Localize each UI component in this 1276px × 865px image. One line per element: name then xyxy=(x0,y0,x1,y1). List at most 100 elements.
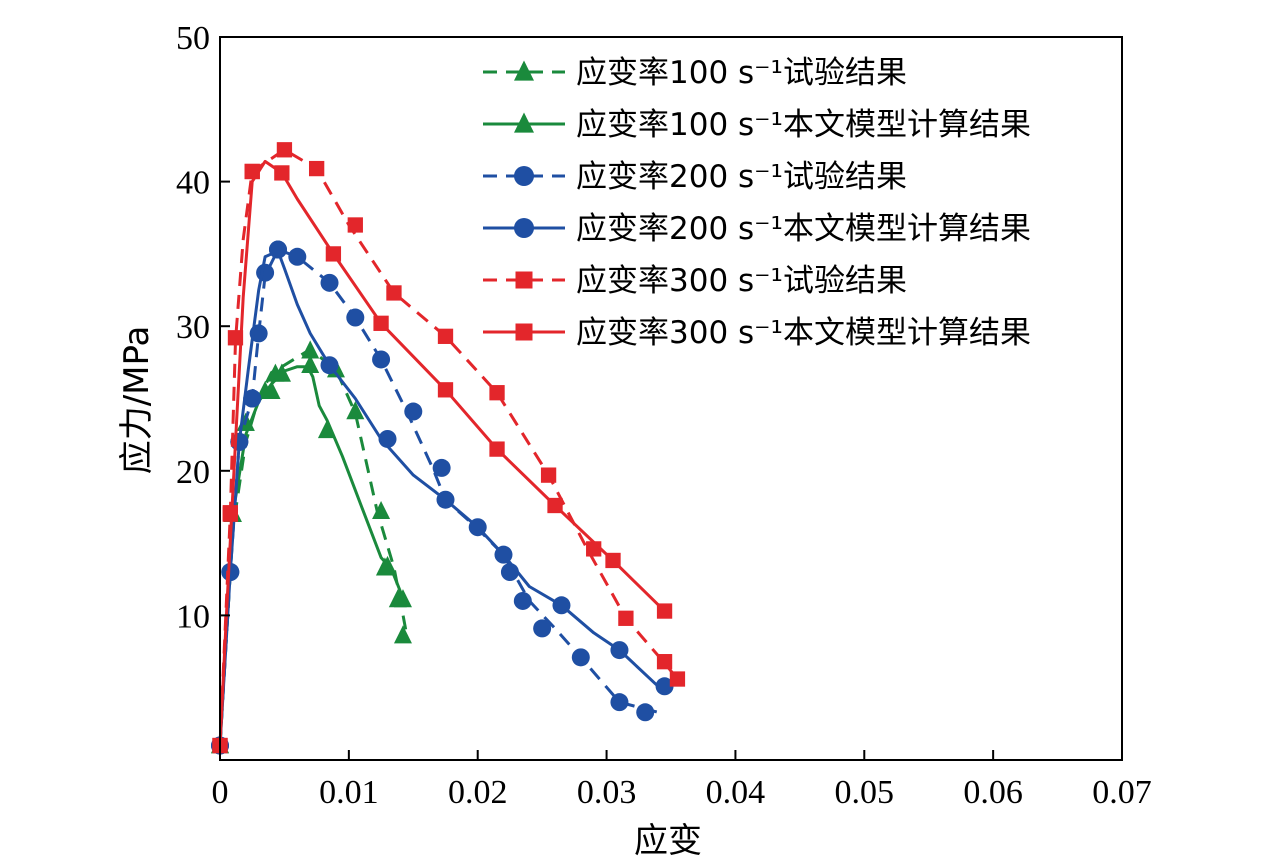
data-point xyxy=(256,263,275,282)
data-point xyxy=(552,596,571,615)
legend-label: 应变率100 s⁻¹本文模型计算结果 xyxy=(576,107,1031,143)
legend-marker xyxy=(514,166,534,186)
legend-item: 应变率200 s⁻¹本文模型计算结果 xyxy=(483,211,1031,247)
data-point xyxy=(636,703,655,722)
data-point xyxy=(605,552,621,569)
data-point xyxy=(262,380,281,400)
legend-item: 应变率100 s⁻¹本文模型计算结果 xyxy=(483,107,1031,143)
data-point xyxy=(432,458,451,477)
legend-item: 应变率100 s⁻¹试验结果 xyxy=(483,55,907,91)
y-tick-label: 30 xyxy=(176,309,210,346)
legend-label: 应变率200 s⁻¹试验结果 xyxy=(576,159,907,195)
data-point xyxy=(346,308,365,327)
data-point xyxy=(618,610,634,626)
x-tick-label: 0.05 xyxy=(835,774,895,811)
data-point xyxy=(489,441,505,457)
data-point xyxy=(656,654,673,670)
y-axis-title: 应力/MPa xyxy=(117,326,157,475)
legend-item: 应变率300 s⁻¹本文模型计算结果 xyxy=(483,315,1031,351)
data-point xyxy=(320,273,339,292)
x-tick-label: 0.06 xyxy=(963,774,1023,811)
legend-marker xyxy=(514,218,534,238)
data-point xyxy=(221,563,240,582)
legend-label: 应变率200 s⁻¹本文模型计算结果 xyxy=(576,211,1031,247)
data-point xyxy=(274,165,290,181)
series-line xyxy=(218,249,660,746)
data-point xyxy=(325,246,342,262)
data-point xyxy=(222,505,238,521)
data-point xyxy=(468,518,487,537)
data-point xyxy=(288,247,307,266)
plot-frame xyxy=(219,36,1123,761)
data-point xyxy=(372,350,391,369)
series-rate300-test xyxy=(212,142,686,754)
data-point xyxy=(308,160,325,177)
legend-item: 应变率300 s⁻¹试验结果 xyxy=(483,263,907,299)
x-tick-label: 0 xyxy=(212,774,229,811)
data-point xyxy=(540,467,557,483)
legend-marker xyxy=(515,323,533,341)
data-point xyxy=(317,419,336,439)
y-tick-label: 20 xyxy=(176,454,210,491)
data-point xyxy=(610,641,629,660)
x-tick-label: 0.04 xyxy=(706,774,766,811)
legend-marker xyxy=(515,271,533,289)
data-point xyxy=(272,363,291,382)
data-point xyxy=(436,490,455,509)
data-point xyxy=(301,354,320,374)
series-layer xyxy=(211,142,686,755)
legend-label: 应变率100 s⁻¹试验结果 xyxy=(576,55,907,91)
data-point xyxy=(268,240,287,259)
data-point xyxy=(227,330,244,346)
x-tick-label: 0.07 xyxy=(1092,774,1152,811)
series-rate200-model xyxy=(211,240,674,755)
data-point xyxy=(437,328,454,344)
data-point xyxy=(656,603,673,619)
data-point xyxy=(276,142,293,158)
data-point xyxy=(513,591,532,610)
legend-marker xyxy=(514,112,534,133)
y-tick-label: 40 xyxy=(176,165,210,202)
data-point xyxy=(346,401,365,420)
data-point xyxy=(404,402,423,421)
data-point xyxy=(301,340,320,359)
data-point xyxy=(669,671,686,687)
x-tick-label: 0.03 xyxy=(577,774,637,811)
x-tick-label: 0.02 xyxy=(448,774,508,811)
data-point xyxy=(437,382,454,398)
y-tick-label: 10 xyxy=(176,598,210,635)
ticks-layer: 0 0.01 0.02 0.03 0.04 0.05 0.06 0.07 10 20 30 40 50 xyxy=(176,20,1152,811)
data-point xyxy=(655,677,674,696)
legend-label: 应变率300 s⁻¹本文模型计算结果 xyxy=(576,315,1031,351)
data-point xyxy=(320,356,339,375)
series-rate100-test xyxy=(211,340,412,754)
data-point xyxy=(372,500,391,520)
data-point xyxy=(378,429,397,448)
series-rate300-model xyxy=(212,159,673,754)
y-tick-label: 50 xyxy=(176,20,210,57)
data-point xyxy=(533,619,552,638)
data-point xyxy=(393,589,412,608)
data-point xyxy=(347,217,363,233)
legend-item: 应变率200 s⁻¹试验结果 xyxy=(483,159,907,195)
series-rate100-model xyxy=(211,354,412,754)
data-point xyxy=(393,625,412,644)
legend-marker xyxy=(514,60,534,81)
data-point xyxy=(373,315,389,331)
data-point xyxy=(610,693,629,712)
data-point xyxy=(571,648,590,667)
data-point xyxy=(375,557,394,576)
x-axis-title: 应变 xyxy=(634,821,702,861)
series-line xyxy=(218,159,666,746)
data-point xyxy=(243,389,262,408)
x-tick-label: 0.01 xyxy=(319,774,379,811)
legend-label: 应变率300 s⁻¹试验结果 xyxy=(576,263,907,299)
data-point xyxy=(494,545,513,564)
data-point xyxy=(489,385,505,401)
data-point xyxy=(547,497,563,514)
series-line xyxy=(218,148,679,746)
data-point xyxy=(386,285,402,301)
data-point xyxy=(244,163,260,180)
